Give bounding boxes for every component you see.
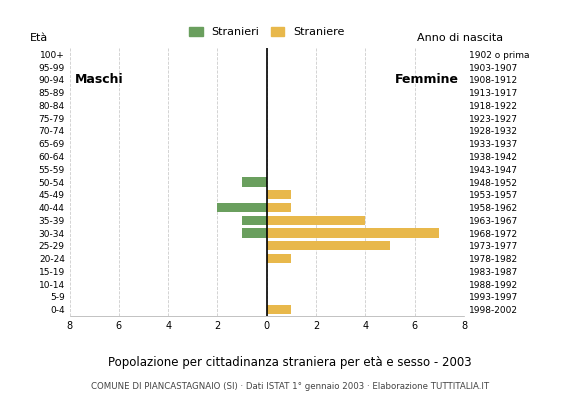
- Bar: [267, 203, 291, 212]
- Bar: [242, 178, 267, 186]
- Bar: [267, 190, 291, 199]
- Text: COMUNE DI PIANCASTAGNAIO (SI) · Dati ISTAT 1° gennaio 2003 · Elaborazione TUTTIT: COMUNE DI PIANCASTAGNAIO (SI) · Dati IST…: [91, 382, 489, 391]
- Text: Maschi: Maschi: [74, 74, 123, 86]
- Text: Popolazione per cittadinanza straniera per età e sesso - 2003: Popolazione per cittadinanza straniera p…: [108, 356, 472, 369]
- Bar: [267, 241, 390, 250]
- Bar: [242, 216, 267, 225]
- Bar: [267, 216, 365, 225]
- Bar: [267, 228, 439, 238]
- Bar: [218, 203, 267, 212]
- Text: Femmine: Femmine: [395, 74, 459, 86]
- Bar: [242, 228, 267, 238]
- Text: Età: Età: [30, 33, 48, 43]
- Text: Anno di nascita: Anno di nascita: [418, 33, 503, 43]
- Legend: Stranieri, Straniere: Stranieri, Straniere: [190, 27, 344, 37]
- Bar: [267, 305, 291, 314]
- Bar: [267, 254, 291, 263]
